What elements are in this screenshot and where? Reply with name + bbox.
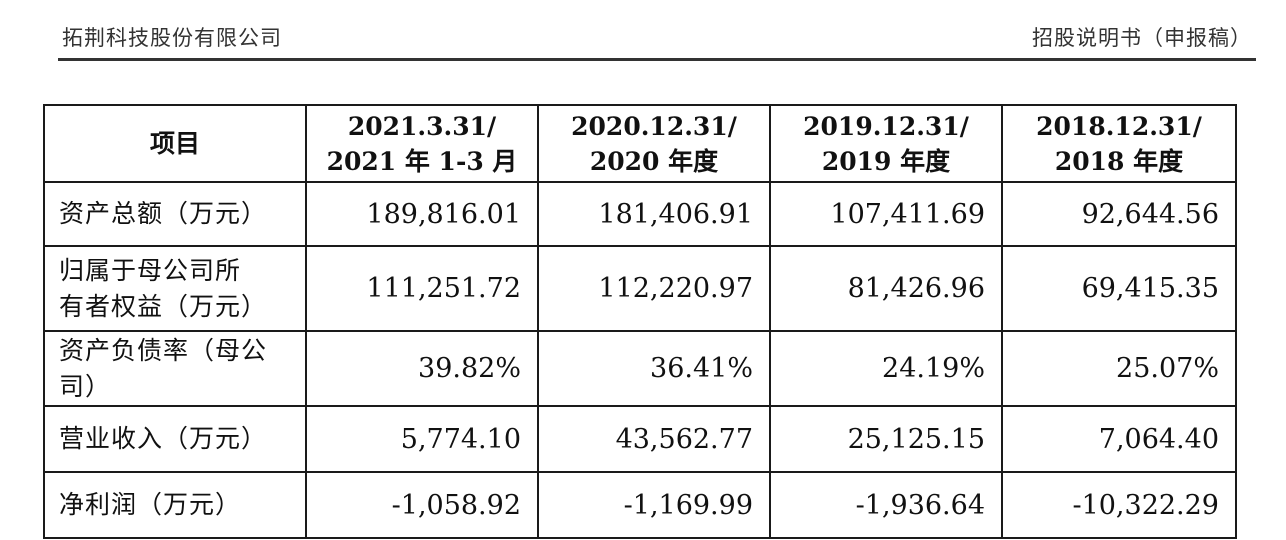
- table-cell: 24.19%: [769, 330, 1003, 407]
- row-label-line1: 资产总额（万元）: [59, 199, 268, 228]
- column-header-line2: 2021 年 1-3 月: [326, 146, 518, 176]
- table-cell: 5,774.10: [305, 405, 539, 473]
- table-cell: 36.41%: [537, 330, 771, 407]
- column-header-2021q1: 2021.3.31/ 2021 年 1-3 月: [305, 104, 539, 183]
- row-label-line1: 营业收入（万元）: [59, 424, 268, 453]
- row-label-line1: 净利润（万元）: [59, 490, 242, 519]
- table-header-row: 项目 2021.3.31/ 2021 年 1-3 月 2020.12.31/ 2…: [43, 104, 1237, 183]
- column-header-line1: 2019.12.31/: [803, 111, 969, 141]
- table-cell: 112,220.97: [537, 245, 771, 332]
- table-cell: 111,251.72: [305, 245, 539, 332]
- table-cell: -10,322.29: [1001, 471, 1237, 539]
- financial-summary-table: 项目 2021.3.31/ 2021 年 1-3 月 2020.12.31/ 2…: [43, 104, 1237, 539]
- row-label: 归属于母公司所 有者权益（万元）: [43, 245, 307, 332]
- table-cell: -1,058.92: [305, 471, 539, 539]
- column-header-2019: 2019.12.31/ 2019 年度: [769, 104, 1003, 183]
- row-label-line1: 资产负债率（母公: [59, 335, 268, 365]
- table-cell: 25,125.15: [769, 405, 1003, 473]
- column-header-item: 项目: [43, 104, 307, 183]
- table-cell: 25.07%: [1001, 330, 1237, 407]
- row-label: 资产负债率（母公 司）: [43, 330, 307, 407]
- page-header: 拓荆科技股份有限公司 招股说明书（申报稿）: [58, 20, 1256, 61]
- table-row: 资产负债率（母公 司） 39.82% 36.41% 24.19% 25.07%: [43, 330, 1237, 407]
- company-name: 拓荆科技股份有限公司: [62, 26, 282, 50]
- table-cell: 81,426.96: [769, 245, 1003, 332]
- table-cell: 189,816.01: [305, 181, 539, 247]
- column-header-line1: 2018.12.31/: [1036, 111, 1202, 141]
- table-cell: -1,169.99: [537, 471, 771, 539]
- row-label: 营业收入（万元）: [43, 405, 307, 473]
- row-label-line2: 司）: [59, 371, 112, 401]
- table-cell: 92,644.56: [1001, 181, 1237, 247]
- table-cell: 107,411.69: [769, 181, 1003, 247]
- table-cell: 69,415.35: [1001, 245, 1237, 332]
- table-row: 资产总额（万元） 189,816.01 181,406.91 107,411.6…: [43, 181, 1237, 247]
- table-cell: 7,064.40: [1001, 405, 1237, 473]
- column-header-line1: 2021.3.31/: [347, 111, 497, 141]
- column-header-line2: 2018 年度: [1054, 146, 1184, 176]
- table-row: 归属于母公司所 有者权益（万元） 111,251.72 112,220.97 8…: [43, 245, 1237, 332]
- column-header-2020: 2020.12.31/ 2020 年度: [537, 104, 771, 183]
- row-label-line2: 有者权益（万元）: [59, 291, 268, 321]
- table-cell: -1,936.64: [769, 471, 1003, 539]
- table-row: 营业收入（万元） 5,774.10 43,562.77 25,125.15 7,…: [43, 405, 1237, 473]
- column-header-line1: 项目: [149, 129, 200, 158]
- column-header-line2: 2019 年度: [821, 146, 951, 176]
- column-header-2018: 2018.12.31/ 2018 年度: [1001, 104, 1237, 183]
- row-label: 资产总额（万元）: [43, 181, 307, 247]
- column-header-line1: 2020.12.31/: [571, 111, 737, 141]
- table-cell: 181,406.91: [537, 181, 771, 247]
- table-cell: 39.82%: [305, 330, 539, 407]
- row-label-line1: 归属于母公司所: [59, 255, 242, 285]
- document-title: 招股说明书（申报稿）: [1032, 26, 1252, 50]
- table-cell: 43,562.77: [537, 405, 771, 473]
- table-row: 净利润（万元） -1,058.92 -1,169.99 -1,936.64 -1…: [43, 471, 1237, 539]
- column-header-line2: 2020 年度: [589, 146, 719, 176]
- row-label: 净利润（万元）: [43, 471, 307, 539]
